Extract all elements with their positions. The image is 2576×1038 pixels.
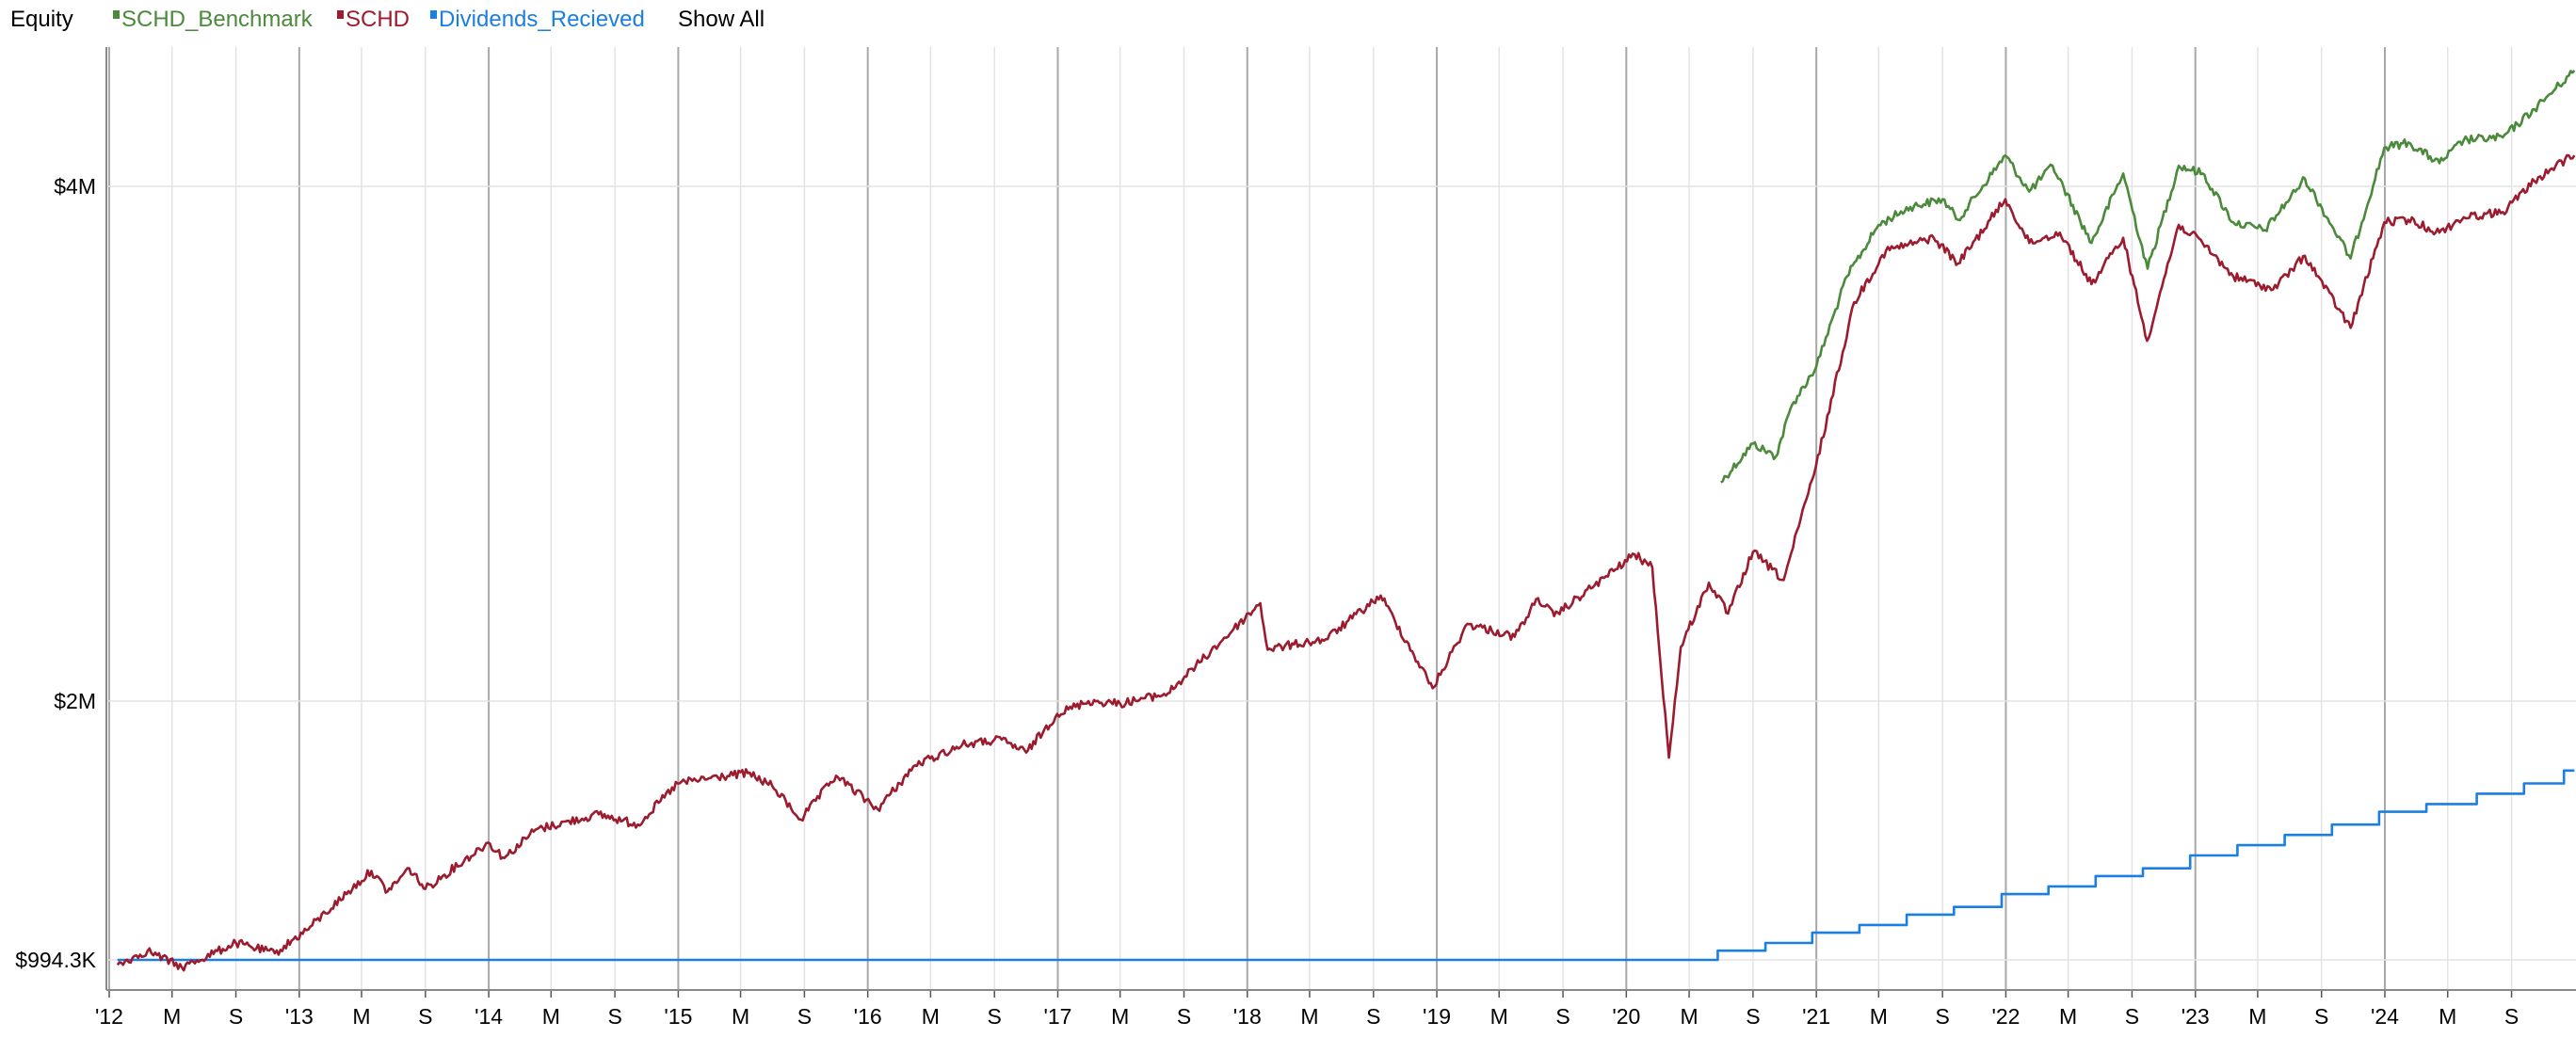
legend-swatch-icon bbox=[337, 10, 344, 19]
x-tick-label: '17 bbox=[1044, 1004, 1072, 1029]
legend-swatch-icon bbox=[430, 10, 437, 19]
x-tick-label: '20 bbox=[1612, 1004, 1640, 1029]
x-tick-label: M bbox=[2059, 1004, 2077, 1029]
x-tick-label: '15 bbox=[664, 1004, 692, 1029]
axis-layer: '12 M S '13 M S '14 M S '15 M S '16 M S '17 M S '18 M S '19 M S… bbox=[15, 47, 2576, 1029]
x-tick-label: M bbox=[732, 1004, 749, 1029]
y-tick-label: $2M bbox=[54, 689, 96, 713]
legend-label: Dividends_Recieved bbox=[439, 7, 645, 32]
x-tick-label: S bbox=[1366, 1004, 1380, 1029]
x-tick-label: '22 bbox=[1991, 1004, 2020, 1029]
x-tick-label: S bbox=[1555, 1004, 1570, 1029]
x-tick-label: M bbox=[352, 1004, 370, 1029]
chart-title: Equity bbox=[10, 7, 73, 32]
x-tick-label: S bbox=[1935, 1004, 1949, 1029]
x-tick-label: M bbox=[922, 1004, 940, 1029]
grid-layer bbox=[106, 47, 2576, 990]
x-tick-label: M bbox=[1870, 1004, 1888, 1029]
x-tick-label: S bbox=[1746, 1004, 1760, 1029]
legend-item-dividends-recieved[interactable]: Dividends_Recieved bbox=[430, 7, 645, 33]
x-tick-label: S bbox=[1177, 1004, 1191, 1029]
x-tick-label: '12 bbox=[95, 1004, 123, 1029]
x-tick-label: S bbox=[988, 1004, 1002, 1029]
x-tick-label: S bbox=[607, 1004, 621, 1029]
x-tick-label: '23 bbox=[2182, 1004, 2210, 1029]
x-tick-label: '24 bbox=[2371, 1004, 2399, 1029]
x-tick-label: M bbox=[1680, 1004, 1698, 1029]
x-tick-label: S bbox=[2504, 1004, 2519, 1029]
x-tick-label: M bbox=[163, 1004, 181, 1029]
series-line-schd bbox=[116, 153, 2576, 972]
series-layer bbox=[116, 70, 2576, 972]
x-tick-label: '16 bbox=[854, 1004, 882, 1029]
x-tick-label: S bbox=[797, 1004, 812, 1029]
show-all-button[interactable]: Show All bbox=[678, 7, 765, 32]
legend-item-schd[interactable]: SCHD bbox=[337, 7, 410, 33]
x-tick-label: M bbox=[1111, 1004, 1129, 1029]
legend-swatch-icon bbox=[113, 10, 120, 19]
y-tick-label: $4M bbox=[54, 174, 96, 199]
x-tick-label: '13 bbox=[285, 1004, 314, 1029]
x-tick-label: '19 bbox=[1423, 1004, 1451, 1029]
legend-label: SCHD_Benchmark bbox=[121, 7, 313, 32]
series-line-dividends-recieved bbox=[117, 769, 2575, 962]
legend-label: SCHD bbox=[346, 7, 411, 32]
x-tick-label: M bbox=[1490, 1004, 1508, 1029]
series-line-schd-benchmark bbox=[1720, 70, 2576, 484]
x-tick-label: '21 bbox=[1802, 1004, 1830, 1029]
x-tick-label: M bbox=[2439, 1004, 2456, 1029]
legend-item-schd-benchmark[interactable]: SCHD_Benchmark bbox=[113, 7, 313, 33]
x-tick-label: M bbox=[2248, 1004, 2266, 1029]
x-tick-label: S bbox=[2314, 1004, 2328, 1029]
x-tick-label: S bbox=[229, 1004, 243, 1029]
y-tick-label: $994.3K bbox=[15, 948, 96, 972]
x-tick-label: M bbox=[1300, 1004, 1318, 1029]
x-tick-label: S bbox=[418, 1004, 432, 1029]
x-tick-label: M bbox=[542, 1004, 560, 1029]
x-tick-label: '18 bbox=[1233, 1004, 1262, 1029]
x-tick-label: S bbox=[2125, 1004, 2139, 1029]
legend: Equity SCHD_Benchmark SCHD Dividends_Rec… bbox=[0, 0, 2576, 41]
x-tick-label: '14 bbox=[475, 1004, 503, 1029]
